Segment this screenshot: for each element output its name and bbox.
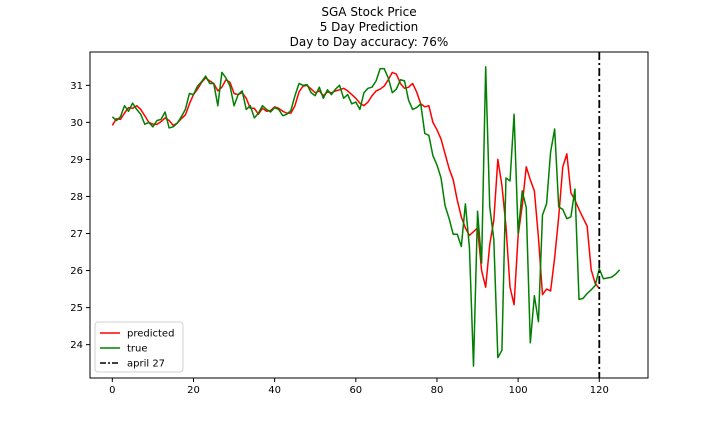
y-tick-label: 28 <box>70 192 83 203</box>
y-tick-label: 31 <box>70 81 83 92</box>
legend: predicted true april 27 <box>94 321 184 373</box>
x-tick-label: 80 <box>431 385 444 396</box>
x-tick-label: 20 <box>187 385 200 396</box>
y-tick-label: 24 <box>70 340 83 351</box>
legend-label: true <box>127 344 148 355</box>
chart-title-line: Day to Day accuracy: 76% <box>290 35 449 49</box>
x-tick-label: 100 <box>509 385 528 396</box>
y-tick-label: 27 <box>70 229 83 240</box>
y-tick-label: 29 <box>70 155 83 166</box>
y-axis-ticks: 24 25 26 27 28 29 30 31 <box>70 81 90 351</box>
legend-label: predicted <box>127 329 174 340</box>
x-tick-label: 120 <box>590 385 609 396</box>
x-tick-label: 60 <box>349 385 362 396</box>
y-tick-label: 30 <box>70 118 83 129</box>
chart-title-line: 5 Day Prediction <box>320 20 419 34</box>
series-lines <box>111 52 621 378</box>
x-axis-ticks: 0 20 40 60 80 100 120 <box>109 378 609 396</box>
x-tick-label: 40 <box>268 385 281 396</box>
legend-box <box>94 321 184 373</box>
plot-area: 0 20 40 60 80 100 120 24 25 26 27 28 29 30 31 <box>70 51 649 396</box>
chart-title-line: SGA Stock Price <box>321 5 416 19</box>
plot-frame <box>89 51 649 379</box>
y-tick-label: 25 <box>70 303 83 314</box>
legend-label: april 27 <box>127 359 165 370</box>
y-tick-label: 26 <box>70 266 83 277</box>
x-tick-label: 0 <box>109 385 115 396</box>
series-line-true <box>111 66 621 367</box>
